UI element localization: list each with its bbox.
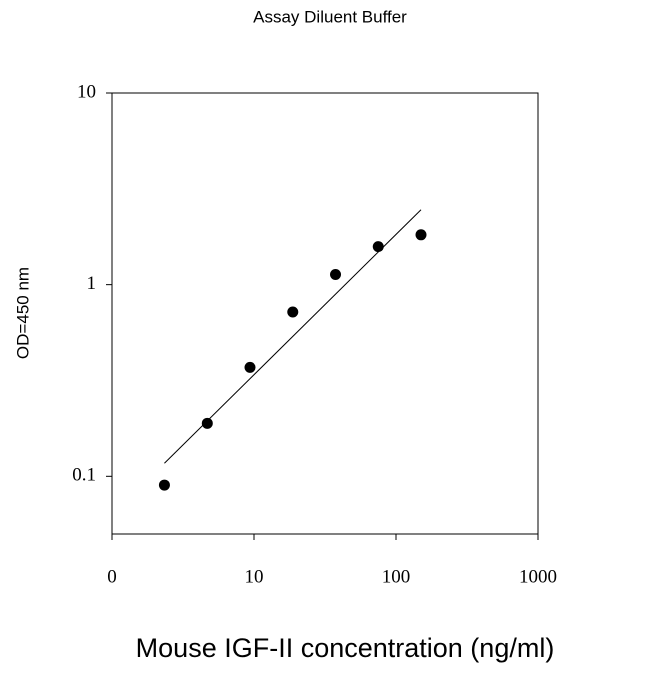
data-point [415,229,427,241]
chart-title: Assay Diluent Buffer [253,7,407,26]
data-point [201,417,213,429]
y-tick-label: 10 [77,81,96,102]
y-tick-label: 0.1 [72,465,96,486]
x-tick-label: 100 [382,566,411,587]
data-point [158,479,170,491]
data-point [372,241,384,253]
x-tick-label: 0 [107,566,117,587]
y-tick-label: 1 [87,273,97,294]
x-tick-label: 10 [245,566,264,587]
plot-frame [111,92,539,535]
x-tick-label: 1000 [519,566,557,587]
data-point [330,268,342,280]
data-point [287,306,299,318]
y-axis-label: OD=450 nm [13,267,32,359]
data-point [244,361,256,373]
x-axis-label: Mouse IGF-II concentration (ng/ml) [136,633,555,663]
